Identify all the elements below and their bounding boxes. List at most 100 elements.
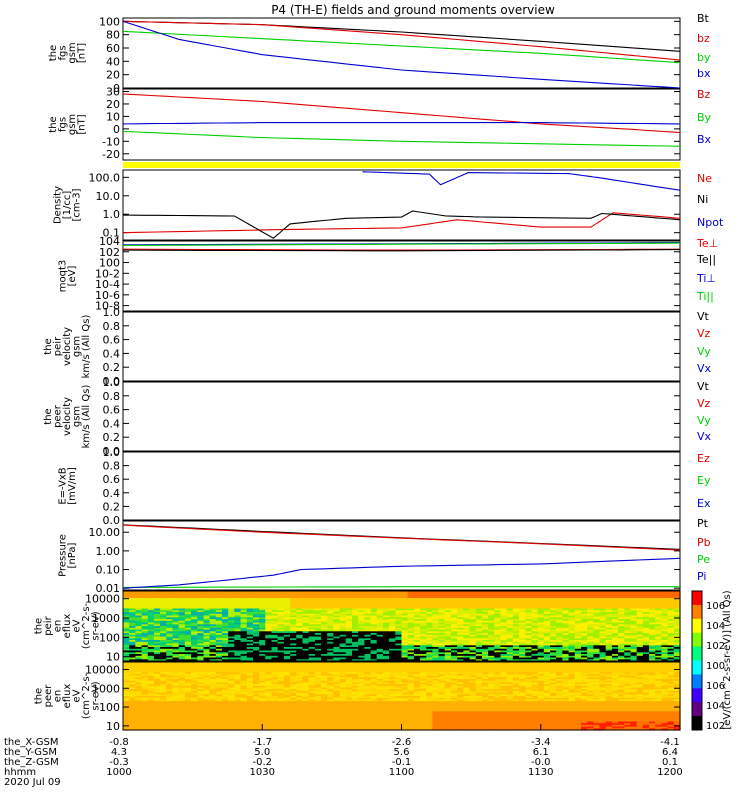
heatmap-cell: [135, 648, 143, 652]
heatmap-cell: [568, 650, 576, 653]
heatmap-cell: [141, 633, 149, 636]
heatmap-cell: [290, 721, 297, 724]
heatmap-cell: [135, 718, 143, 721]
heatmap-cell: [265, 673, 273, 677]
heatmap-cell: [271, 724, 279, 728]
heatmap-cell: [624, 636, 632, 639]
heatmap-cell: [135, 714, 143, 717]
heatmap-cell: [265, 709, 273, 712]
heatmap-cell: [444, 655, 452, 659]
heatmap-cell: [395, 647, 403, 650]
heatmap-cell: [407, 650, 415, 653]
heatmap-cell: [457, 643, 464, 646]
heatmap-cell: [482, 619, 489, 622]
heatmap-cell: [141, 647, 149, 650]
heatmap-cell: [259, 694, 266, 697]
heatmap-cell: [222, 626, 229, 629]
heatmap-cell: [228, 706, 235, 709]
heatmap-cell: [667, 652, 675, 655]
y-tick-label: 0.6: [103, 404, 121, 417]
heatmap-cell: [438, 619, 446, 622]
heatmap-cell: [172, 629, 180, 632]
heatmap-cell: [234, 626, 242, 629]
heatmap-cell: [259, 697, 266, 700]
heatmap-cell: [277, 694, 285, 697]
heatmap-cell: [667, 613, 675, 617]
heatmap-cell: [302, 599, 310, 603]
heatmap-cell: [234, 592, 242, 596]
heatmap-cell: [574, 633, 582, 636]
heatmap-cell: [228, 610, 235, 613]
heatmap-cell: [265, 706, 273, 709]
heatmap-cell: [253, 721, 260, 724]
heatmap-cell: [265, 592, 273, 596]
heatmap-cell: [153, 670, 161, 673]
heatmap-cell: [308, 617, 316, 620]
heatmap-cell: [147, 728, 155, 731]
heatmap-cell: [265, 702, 273, 706]
heatmap-cell: [630, 648, 638, 652]
heatmap-cell: [345, 629, 353, 632]
heatmap-cell: [475, 619, 483, 622]
heatmap-cell: [253, 675, 260, 678]
heatmap-cell: [649, 627, 656, 631]
heatmap-cell: [135, 692, 143, 695]
heatmap-cell: [488, 627, 495, 631]
heatmap-cell: [123, 596, 130, 599]
heatmap-cell: [543, 610, 551, 613]
heatmap-cell: [587, 619, 594, 622]
heatmap-cell: [500, 631, 508, 634]
heatmap-cell: [203, 696, 211, 699]
heatmap-cell: [246, 721, 254, 724]
heatmap-cell: [246, 662, 254, 665]
heatmap-cell: [519, 633, 526, 636]
heatmap-cell: [222, 667, 229, 670]
panel-frame: [122, 381, 681, 452]
heatmap-cell: [209, 654, 217, 657]
heatmap-cell: [184, 638, 192, 641]
heatmap-cell: [314, 629, 322, 632]
heatmap-cell: [475, 640, 483, 643]
heatmap-cell: [228, 606, 235, 610]
heatmap-cell: [246, 601, 254, 604]
heatmap-cell: [160, 711, 167, 714]
heatmap-cell: [438, 603, 446, 606]
heatmap-cell: [129, 707, 136, 711]
heatmap-cell: [166, 677, 174, 680]
heatmap-cell: [197, 665, 205, 668]
heatmap-cell: [401, 645, 409, 648]
heatmap-cell: [531, 610, 539, 613]
heatmap-cell: [389, 626, 396, 629]
heatmap-cell: [673, 633, 681, 636]
heatmap-cell: [624, 638, 632, 641]
heatmap-cell: [191, 696, 198, 699]
heatmap-cell: [135, 663, 143, 666]
heatmap-cell: [178, 706, 186, 709]
heatmap-cell: [642, 641, 650, 645]
heatmap-cell: [432, 612, 440, 615]
heatmap-cell: [494, 591, 502, 594]
heatmap-cell: [611, 627, 619, 631]
heatmap-cell: [215, 689, 223, 692]
heatmap-cell: [457, 617, 464, 620]
heatmap-cell: [153, 689, 161, 692]
heatmap-cell: [283, 626, 291, 629]
heatmap-cell: [519, 636, 526, 639]
heatmap-cell: [370, 631, 378, 634]
heatmap-cell: [184, 668, 192, 672]
heatmap-cell: [184, 707, 192, 711]
heatmap-cell: [494, 626, 502, 629]
heatmap-cell: [531, 617, 539, 620]
heatmap-cell: [283, 627, 291, 631]
heatmap-cell: [253, 594, 260, 597]
heatmap-cell: [191, 690, 198, 694]
heatmap-cell: [265, 648, 273, 652]
heatmap-cell: [420, 612, 427, 615]
heatmap-cell: [568, 601, 576, 604]
heatmap-cell: [191, 687, 198, 690]
heatmap-cell: [178, 707, 186, 711]
heatmap-cell: [537, 627, 545, 631]
heatmap-cell: [147, 606, 155, 610]
legend-ez: Ez: [697, 452, 710, 465]
heatmap-cell: [395, 650, 403, 653]
